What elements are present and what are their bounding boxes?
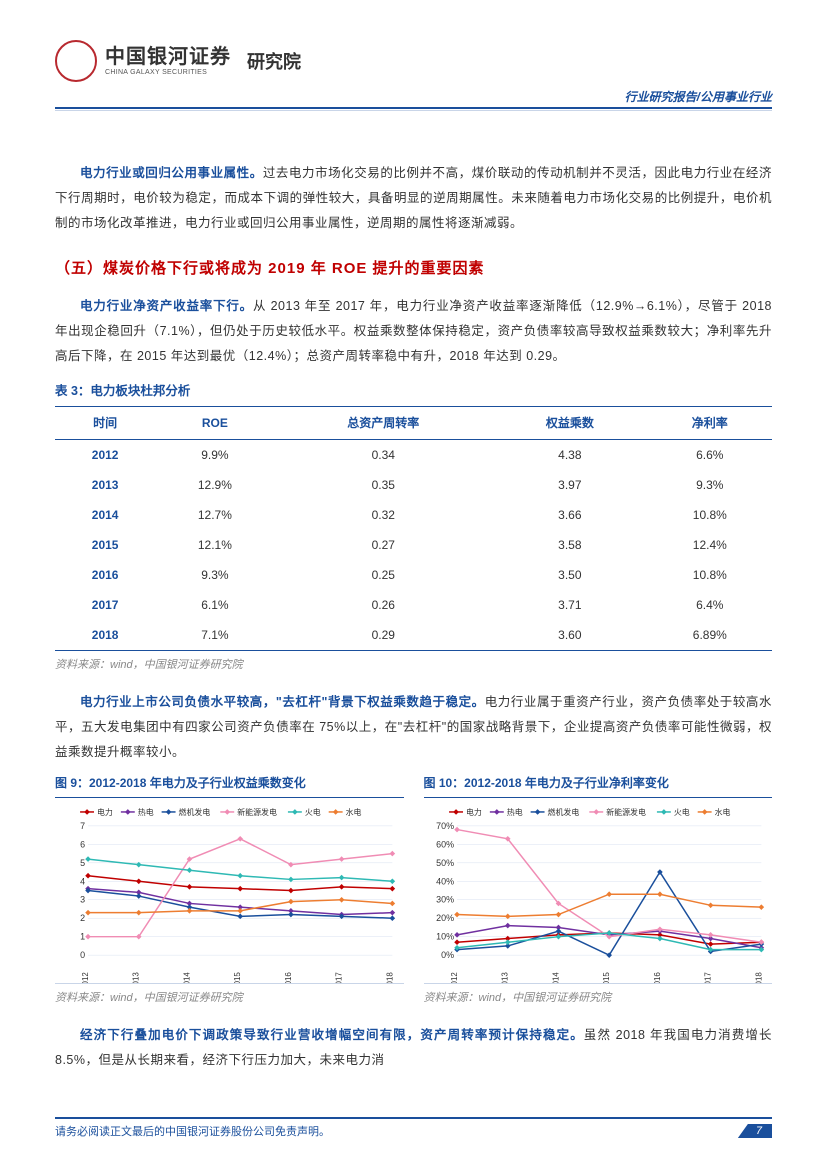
chart-9-source: 资料来源：wind，中国银河证券研究院 bbox=[55, 987, 404, 1009]
para-1: 电力行业或回归公用事业属性。过去电力市场化交易的比例并不高，煤价联动的传动机制并… bbox=[55, 161, 772, 236]
disclaimer: 请务必阅读正文最后的中国银河证券股份公司免责声明。 bbox=[55, 1123, 330, 1139]
table-header: 总资产周转率 bbox=[274, 407, 492, 440]
svg-text:燃机发电: 燃机发电 bbox=[547, 807, 579, 817]
logo-text: 中国银河证券 CHINA GALAXY SECURITIES bbox=[105, 47, 231, 76]
svg-text:电力: 电力 bbox=[465, 807, 481, 817]
svg-text:2018: 2018 bbox=[754, 972, 763, 983]
svg-text:新能源发电: 新能源发电 bbox=[237, 807, 277, 817]
svg-text:热电: 热电 bbox=[138, 807, 154, 817]
page-number: 7 bbox=[738, 1124, 772, 1138]
svg-text:2017: 2017 bbox=[335, 972, 344, 983]
svg-text:5: 5 bbox=[80, 858, 85, 868]
svg-text:2014: 2014 bbox=[182, 972, 191, 983]
svg-text:火电: 火电 bbox=[673, 807, 689, 817]
svg-text:2015: 2015 bbox=[233, 972, 242, 983]
svg-text:2018: 2018 bbox=[385, 972, 394, 983]
svg-text:火电: 火电 bbox=[305, 807, 321, 817]
table-header: 净利率 bbox=[648, 407, 772, 440]
para-4: 经济下行叠加电价下调政策导致行业营收增幅空间有限，资产周转率预计保持稳定。虽然 … bbox=[55, 1023, 772, 1073]
svg-text:6: 6 bbox=[80, 839, 85, 849]
body: 电力行业或回归公用事业属性。过去电力市场化交易的比例并不高，煤价联动的传动机制并… bbox=[55, 161, 772, 1073]
logo-en: CHINA GALAXY SECURITIES bbox=[105, 69, 231, 76]
para-3: 电力行业上市公司负债水平较高，"去杠杆"背景下权益乘数趋于稳定。电力行业属于重资… bbox=[55, 690, 772, 765]
table-row: 201512.1%0.273.5812.4% bbox=[55, 530, 772, 560]
logo-cn: 中国银河证券 bbox=[105, 47, 231, 67]
table-header: 权益乘数 bbox=[492, 407, 647, 440]
table-row: 20187.1%0.293.606.89% bbox=[55, 620, 772, 651]
para-4-lead: 经济下行叠加电价下调政策导致行业营收增幅空间有限，资产周转率预计保持稳定。 bbox=[80, 1028, 584, 1042]
header-rule-thin bbox=[55, 110, 772, 111]
svg-text:2016: 2016 bbox=[652, 972, 661, 983]
section-heading: （五）煤炭价格下行或将成为 2019 年 ROE 提升的重要因素 bbox=[55, 254, 772, 284]
header-rule bbox=[55, 107, 772, 109]
chart-9: 图 9：2012-2018 年电力及子行业权益乘数变化 电力 热电 燃机发电 新能源发… bbox=[55, 771, 404, 1023]
footer-rule bbox=[55, 1117, 772, 1119]
footer: 请务必阅读正文最后的中国银河证券股份公司免责声明。 7 bbox=[55, 1117, 772, 1139]
svg-text:0%: 0% bbox=[441, 950, 454, 960]
svg-text:2015: 2015 bbox=[602, 972, 611, 983]
chart-10-source: 资料来源：wind，中国银河证券研究院 bbox=[424, 987, 773, 1009]
svg-text:3: 3 bbox=[80, 895, 85, 905]
svg-text:2012: 2012 bbox=[81, 972, 90, 983]
svg-text:70%: 70% bbox=[436, 821, 454, 831]
table-row: 20169.3%0.253.5010.8% bbox=[55, 560, 772, 590]
table-source: 资料来源：wind，中国银河证券研究院 bbox=[55, 654, 772, 676]
svg-text:1: 1 bbox=[80, 932, 85, 942]
svg-text:7: 7 bbox=[80, 821, 85, 831]
svg-text:2012: 2012 bbox=[450, 972, 459, 983]
para-2-lead: 电力行业净资产收益率下行。 bbox=[80, 299, 253, 313]
svg-text:40%: 40% bbox=[436, 876, 454, 886]
table-row: 20176.1%0.263.716.4% bbox=[55, 590, 772, 620]
svg-text:2013: 2013 bbox=[500, 972, 509, 983]
svg-text:水电: 水电 bbox=[346, 807, 362, 817]
charts-row: 图 9：2012-2018 年电力及子行业权益乘数变化 电力 热电 燃机发电 新能源发… bbox=[55, 771, 772, 1023]
svg-text:2016: 2016 bbox=[284, 972, 293, 983]
svg-text:50%: 50% bbox=[436, 858, 454, 868]
chart-9-title: 图 9：2012-2018 年电力及子行业权益乘数变化 bbox=[55, 771, 404, 798]
dupont-table: 时间ROE总资产周转率权益乘数净利率 20129.9%0.344.386.6%2… bbox=[55, 406, 772, 651]
svg-text:电力: 电力 bbox=[97, 807, 113, 817]
svg-text:10%: 10% bbox=[436, 932, 454, 942]
svg-text:水电: 水电 bbox=[714, 807, 730, 817]
para-1-lead: 电力行业或回归公用事业属性。 bbox=[80, 166, 263, 180]
svg-text:燃机发电: 燃机发电 bbox=[179, 807, 211, 817]
doc-meta: 行业研究报告/公用事业行业 bbox=[55, 88, 772, 105]
para-2: 电力行业净资产收益率下行。从 2013 年至 2017 年，电力行业净资产收益率… bbox=[55, 294, 772, 369]
chart-10-title: 图 10：2012-2018 年电力及子行业净利率变化 bbox=[424, 771, 773, 798]
svg-text:2014: 2014 bbox=[551, 972, 560, 983]
svg-text:2: 2 bbox=[80, 913, 85, 923]
chart-10-svg: 电力 热电 燃机发电 新能源发电 火电 水电 0% 10% 20% 30% 40% 50% 60% 70%… bbox=[424, 804, 773, 983]
chart-10: 图 10：2012-2018 年电力及子行业净利率变化 电力 热电 燃机发电 新能源发… bbox=[424, 771, 773, 1023]
para-3-lead: 电力行业上市公司负债水平较高，"去杠杆"背景下权益乘数趋于稳定。 bbox=[80, 695, 485, 709]
svg-text:4: 4 bbox=[80, 876, 85, 886]
chart-9-svg: 电力 热电 燃机发电 新能源发电 火电 水电 0 1 2 3 4 5 6 7 2012 2013 2014 201… bbox=[55, 804, 404, 983]
svg-text:60%: 60% bbox=[436, 839, 454, 849]
galaxy-logo-icon bbox=[55, 40, 97, 82]
svg-text:20%: 20% bbox=[436, 913, 454, 923]
svg-text:30%: 30% bbox=[436, 895, 454, 905]
report-header: 中国银河证券 CHINA GALAXY SECURITIES 研究院 bbox=[55, 40, 772, 82]
table-header: 时间 bbox=[55, 407, 155, 440]
table-title: 表 3：电力板块杜邦分析 bbox=[55, 379, 772, 404]
table-row: 20129.9%0.344.386.6% bbox=[55, 440, 772, 471]
institute-label: 研究院 bbox=[247, 48, 301, 74]
svg-text:2013: 2013 bbox=[132, 972, 141, 983]
svg-text:0: 0 bbox=[80, 950, 85, 960]
table-row: 201412.7%0.323.6610.8% bbox=[55, 500, 772, 530]
svg-text:新能源发电: 新能源发电 bbox=[606, 807, 646, 817]
svg-text:热电: 热电 bbox=[506, 807, 522, 817]
table-header: ROE bbox=[155, 407, 274, 440]
table-row: 201312.9%0.353.979.3% bbox=[55, 470, 772, 500]
svg-text:2017: 2017 bbox=[703, 972, 712, 983]
